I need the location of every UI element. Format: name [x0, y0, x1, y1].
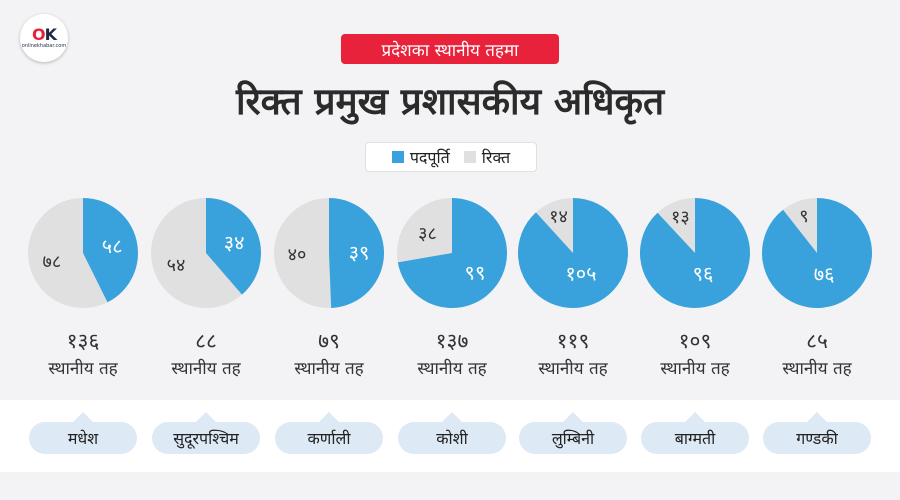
unit-label: स्थानीय तह [48, 359, 118, 379]
total-count: ७९ [318, 329, 340, 353]
legend-item-vacant: रिक्त [463, 146, 511, 168]
unit-label: स्थानीय तह [782, 359, 852, 379]
province-label: कोशी [398, 412, 506, 454]
legend-label-vacant: रिक्त [481, 148, 511, 167]
pie-label-filled: ५८ [102, 234, 123, 258]
total-count: १०९ [678, 329, 712, 353]
pie-label-vacant: ७८ [42, 251, 61, 272]
province-label: बाग्मती [641, 412, 749, 454]
pie-slice-filled [397, 198, 507, 308]
pie-label-filled: ३४ [224, 231, 245, 255]
pie-slice-filled [206, 198, 261, 295]
province-label: मधेश [29, 412, 137, 454]
pie-label-vacant: ९ [799, 206, 808, 227]
pie-label-filled: ९६ [693, 261, 714, 285]
unit-label: स्थानीय तह [660, 359, 730, 379]
total-count: ८५ [806, 329, 828, 353]
pie-label-filled: ७६ [814, 262, 835, 286]
pie-slice-filled [762, 198, 872, 308]
pie-label-vacant: १४ [549, 207, 568, 228]
pie-label-vacant: ३८ [418, 223, 437, 244]
total-count: ८८ [195, 329, 217, 353]
province-label: गण्डकी [763, 412, 871, 454]
pie-label-filled: ९९ [465, 260, 486, 284]
pie-slice-filled [329, 198, 385, 308]
legend-label-filled: पदपूर्ति [409, 148, 450, 167]
pie-slice-filled [517, 198, 628, 308]
pie-label-vacant: ५४ [167, 255, 186, 276]
topic-tag: प्रदेशका स्थानीय तहमा [341, 34, 559, 64]
unit-label: स्थानीय तह [171, 359, 241, 379]
legend-swatch-vacant [463, 151, 476, 163]
legend: पदपूर्ति रिक्त [365, 142, 537, 172]
pie-label-filled: १०५ [565, 262, 596, 286]
legend-swatch-filled [391, 151, 404, 163]
bottom-band [0, 472, 900, 500]
legend-item-filled: पदपूर्ति [391, 146, 450, 168]
total-count: ११९ [556, 329, 590, 353]
pie-slice-filled [83, 198, 138, 303]
total-count: १३७ [435, 329, 469, 353]
logo-mark: OK [31, 25, 57, 44]
pie-slice-filled [640, 198, 750, 308]
page-title: रिक्त प्रमुख प्रशासकीय अधिकृत [235, 80, 665, 123]
pie-label-filled: ३९ [349, 240, 370, 264]
pie-label-vacant: ४० [288, 245, 307, 266]
unit-label: स्थानीय तह [417, 359, 487, 379]
total-count: १३६ [66, 329, 100, 353]
province-label: सुदूरपश्चिम [152, 412, 260, 454]
province-label: कर्णाली [275, 412, 383, 454]
unit-label: स्थानीय तह [538, 359, 608, 379]
logo-subtext: onlinekhabar.com [21, 43, 67, 49]
logo: OK onlinekhabar.com [20, 14, 68, 62]
unit-label: स्थानीय तह [294, 359, 364, 379]
pie-label-vacant: १३ [671, 207, 690, 228]
province-label: लुम्बिनी [519, 412, 627, 454]
